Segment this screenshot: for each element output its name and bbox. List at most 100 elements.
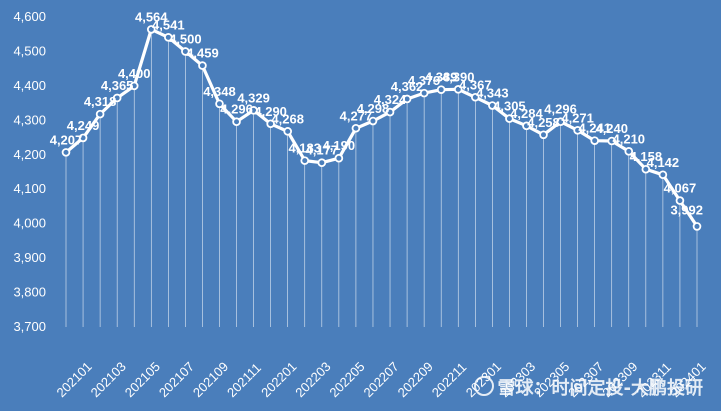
data-point [351, 123, 361, 133]
data-label: 4,500 [169, 31, 202, 46]
y-tick-label: 4,400 [13, 78, 46, 93]
x-tick-label: 202201 [258, 359, 299, 400]
watermark: 雪球：时间定投-大鹏投研 [473, 374, 703, 400]
x-tick-label: 202101 [54, 359, 95, 400]
data-point [590, 136, 599, 145]
data-label: 4,389 [425, 70, 458, 85]
data-point [453, 85, 463, 94]
data-label: 3,992 [670, 202, 703, 217]
data-point [488, 101, 497, 110]
data-point [658, 170, 668, 180]
data-point [573, 126, 582, 135]
data-point [164, 33, 173, 42]
data-point [505, 114, 514, 123]
data-label: 4,298 [357, 101, 390, 116]
data-label: 4,241 [578, 121, 611, 136]
y-tick-label: 4,500 [13, 43, 46, 58]
data-label: 4,290 [254, 104, 287, 119]
data-point [607, 136, 617, 146]
data-label: 4,190 [323, 138, 356, 153]
data-label: 4,318 [84, 94, 117, 109]
data-point [146, 25, 156, 34]
y-tick-label: 4,300 [13, 112, 46, 127]
data-label: 4,177 [306, 143, 339, 158]
x-tick-label: 202109 [190, 359, 231, 400]
x-tick-label: 202205 [326, 359, 367, 400]
data-point [232, 117, 241, 127]
x-tick-label: 202203 [292, 359, 333, 400]
data-label: 4,390 [442, 69, 475, 84]
data-point [402, 94, 412, 104]
data-label: 4,400 [118, 66, 151, 81]
x-tick-label: 202107 [156, 359, 197, 400]
x-tick-label: 202211 [429, 360, 470, 401]
data-point [675, 196, 685, 205]
data-point [215, 99, 224, 109]
data-point [470, 92, 480, 102]
data-point [368, 116, 378, 126]
x-tick-label: 202105 [122, 359, 163, 400]
data-point [624, 147, 634, 156]
data-label: 4,367 [459, 77, 492, 92]
data-point [283, 127, 293, 136]
data-point [95, 109, 105, 119]
data-point [181, 47, 190, 56]
y-tick-label: 4,200 [13, 147, 46, 162]
data-label: 4,296 [220, 102, 253, 117]
y-tick-label: 3,900 [13, 250, 46, 265]
data-label: 4,362 [391, 79, 424, 94]
data-point [249, 106, 258, 115]
data-point [112, 93, 122, 103]
data-point [419, 88, 429, 98]
data-point [334, 153, 344, 163]
data-label: 4,564 [135, 9, 168, 24]
data-point [556, 117, 565, 127]
data-label: 4,249 [67, 118, 100, 133]
y-tick-label: 3,800 [13, 285, 46, 300]
data-label: 4,142 [647, 155, 680, 170]
data-label: 4,258 [527, 115, 560, 130]
x-tick-label: 202111 [224, 360, 264, 400]
x-tick-label: 202103 [88, 359, 129, 400]
data-label: 4,541 [152, 17, 185, 32]
data-label: 4,459 [186, 46, 219, 61]
data-point [300, 156, 310, 165]
data-label: 4,348 [203, 84, 236, 99]
y-tick-label: 4,100 [13, 181, 46, 196]
data-label: 4,240 [595, 121, 628, 136]
data-label: 4,324 [374, 92, 407, 107]
data-label: 4,210 [613, 131, 646, 146]
data-point [522, 121, 531, 131]
y-tick-label: 4,600 [13, 9, 46, 24]
data-label: 4,277 [340, 108, 373, 123]
drop-lines [65, 29, 698, 327]
data-point [436, 85, 446, 94]
y-tick-label: 3,700 [13, 319, 46, 334]
data-label: 4,305 [493, 99, 526, 114]
data-point [198, 61, 207, 70]
data-point [61, 148, 71, 157]
snowball-logo-icon [473, 376, 494, 396]
data-label: 4,268 [271, 111, 304, 126]
data-label: 4,365 [101, 78, 134, 93]
data-point [78, 133, 88, 143]
data-points [61, 25, 702, 231]
data-point [539, 130, 548, 140]
data-label: 4,329 [237, 90, 270, 105]
data-label: 4,343 [476, 86, 509, 101]
data-point [129, 81, 139, 91]
y-axis-tick-labels: 3,700 3,800 3,900 4,000 4,100 4,200 4,300 4,400… [13, 9, 46, 334]
watermark-text: 雪球：时间定投-大鹏投研 [497, 378, 703, 399]
data-point [385, 107, 395, 117]
data-point [317, 158, 327, 168]
data-label: 4,284 [510, 106, 543, 121]
data-label: 4,296 [544, 102, 577, 117]
data-label: 4,379 [408, 73, 441, 88]
data-point [692, 222, 702, 231]
data-label: 4,067 [664, 181, 697, 196]
data-label: 4,158 [630, 149, 663, 164]
x-tick-label: 202209 [395, 359, 436, 400]
